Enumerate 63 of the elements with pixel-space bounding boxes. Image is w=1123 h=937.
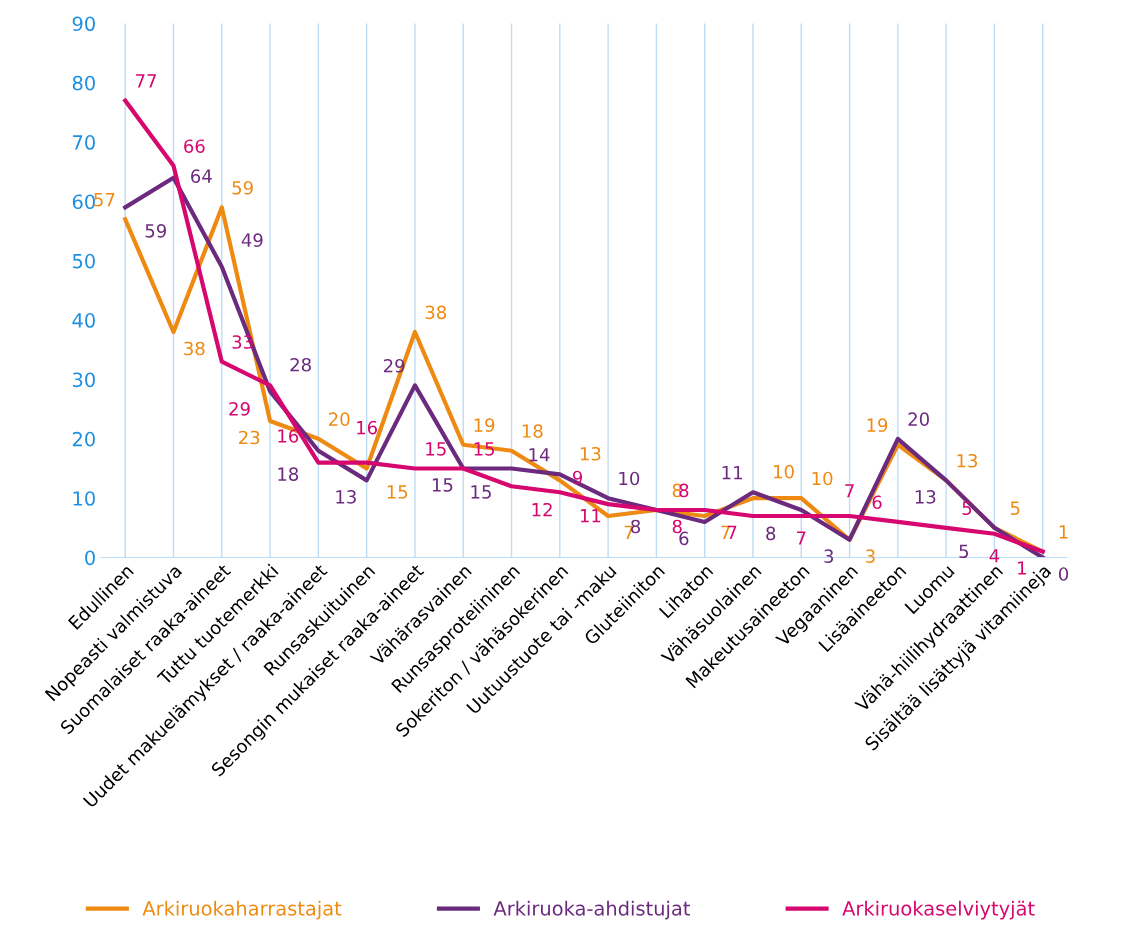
data-label: 7 <box>624 525 634 540</box>
data-label: 7 <box>797 531 806 545</box>
data-label: 4 <box>989 549 1000 563</box>
legend-label: Arkiruokaharrastajat <box>142 900 342 920</box>
y-tick-label: 60 <box>72 194 95 210</box>
y-tick-label: 10 <box>73 491 95 506</box>
data-label: 13 <box>336 490 356 504</box>
y-tick-label: 20 <box>72 431 95 447</box>
y-tick-label: 90 <box>72 16 95 32</box>
data-label: 0 <box>1058 567 1069 581</box>
data-label: 7 <box>845 484 854 498</box>
data-label: 12 <box>532 502 552 517</box>
data-label: 38 <box>184 341 205 356</box>
data-label: 15 <box>471 485 491 499</box>
data-label: 10 <box>619 471 640 486</box>
data-label: 13 <box>957 453 977 468</box>
data-label: 38 <box>425 305 447 320</box>
data-label: 49 <box>241 233 263 247</box>
data-label: 59 <box>232 180 253 195</box>
y-tick-label: 30 <box>72 372 95 388</box>
data-label: 3 <box>824 549 834 564</box>
data-label: 23 <box>239 430 260 445</box>
data-label: 15 <box>426 442 446 456</box>
data-label: 19 <box>867 418 888 432</box>
data-label: 13 <box>580 446 601 461</box>
data-label: 16 <box>278 429 299 443</box>
legend-label: Arkiruokaselviytyjät <box>842 900 1035 920</box>
legend-label: Arkiruoka-ahdistujat <box>493 900 690 920</box>
data-label: 15 <box>432 478 453 492</box>
y-tick-label: 80 <box>72 75 95 91</box>
data-label: 3 <box>866 549 875 564</box>
data-label: 29 <box>229 402 250 416</box>
data-label: 18 <box>522 424 543 438</box>
y-tick-label: 0 <box>85 550 95 566</box>
data-label: 15 <box>387 485 408 499</box>
data-label: 8 <box>631 519 641 534</box>
data-label: 8 <box>766 526 776 541</box>
data-label: 11 <box>722 466 742 480</box>
y-tick-label: 40 <box>72 313 95 328</box>
data-label: 10 <box>774 464 794 479</box>
data-label: 5 <box>959 544 969 559</box>
data-label: 16 <box>357 420 378 435</box>
data-label: 7 <box>727 525 737 540</box>
data-label: 20 <box>329 412 350 427</box>
data-label: 13 <box>915 490 936 504</box>
data-label: 11 <box>580 509 601 523</box>
y-tick-label: 50 <box>72 253 95 269</box>
data-label: 59 <box>145 223 166 238</box>
data-label: 5 <box>1010 501 1020 516</box>
data-label: 66 <box>184 139 205 154</box>
data-label: 5 <box>962 501 972 516</box>
data-label: 77 <box>136 74 156 88</box>
data-label: 6 <box>872 495 882 510</box>
data-label: 14 <box>529 448 550 462</box>
data-label: 10 <box>812 471 833 486</box>
data-label: 1 <box>1059 525 1068 539</box>
data-label: 20 <box>908 412 929 427</box>
data-label: 64 <box>191 169 212 183</box>
data-label: 28 <box>290 357 311 372</box>
data-label: 18 <box>278 467 299 481</box>
y-tick-label: 70 <box>73 135 95 150</box>
data-label: 19 <box>474 418 495 432</box>
data-label: 57 <box>94 193 115 207</box>
